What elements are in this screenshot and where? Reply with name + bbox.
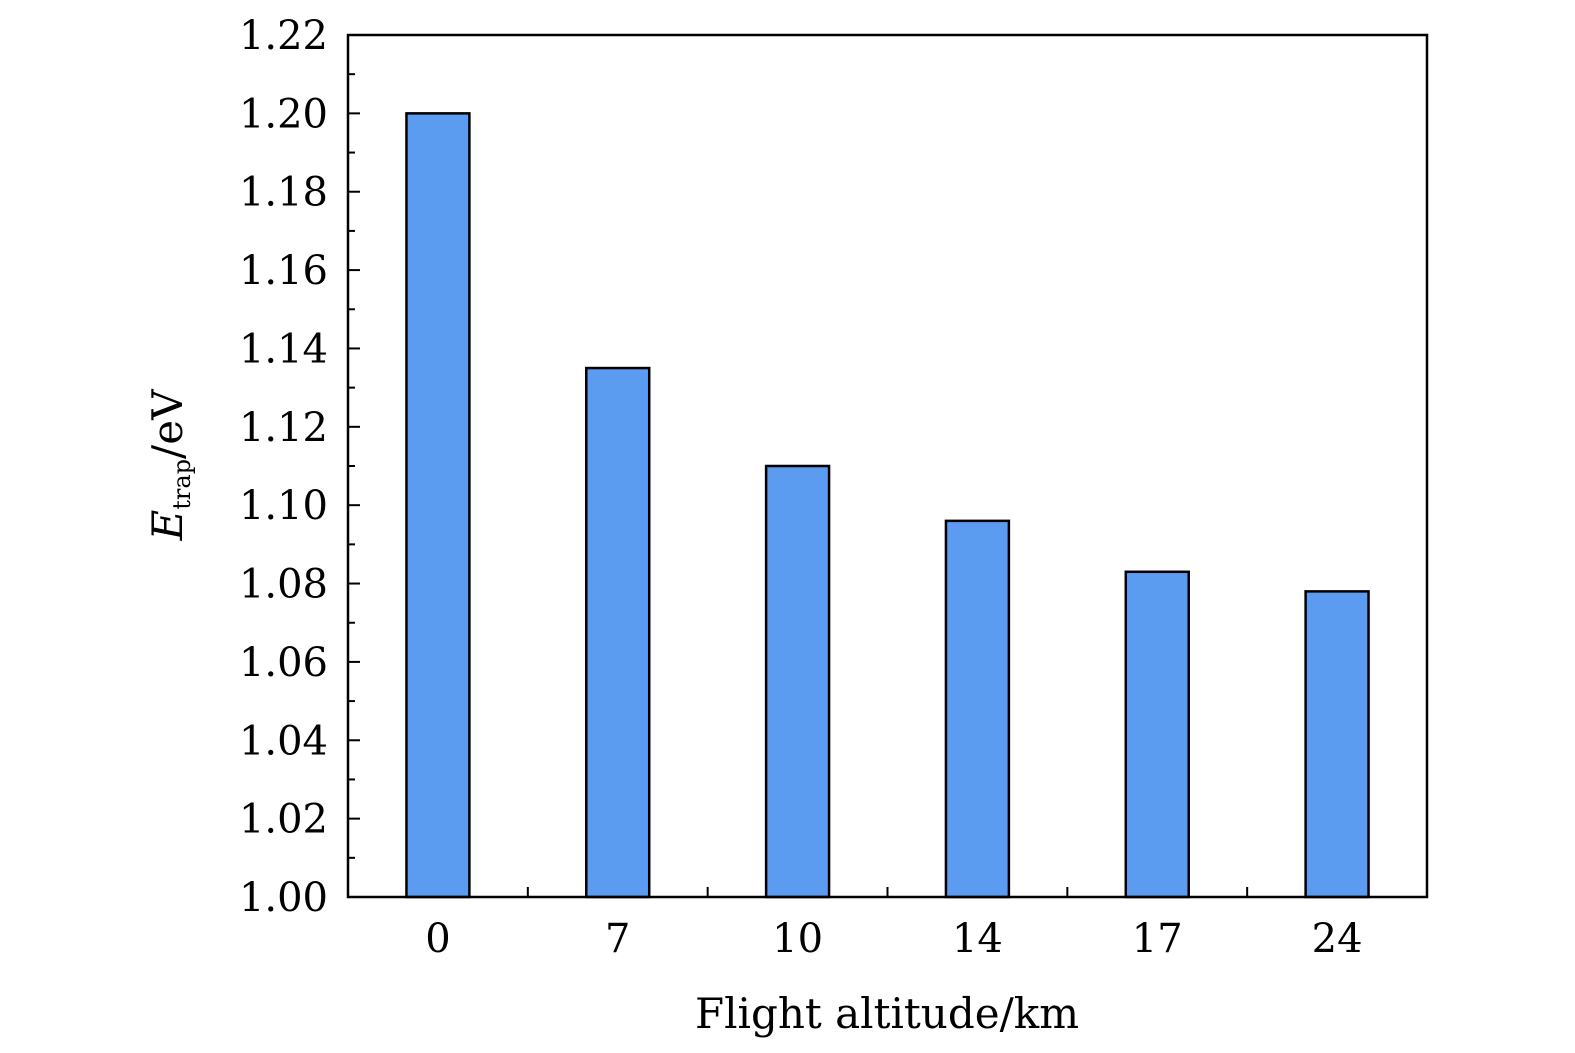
y-tick-label: 1.10 [239,483,328,529]
y-tick-label: 1.12 [239,405,328,451]
x-tick-label: 10 [772,916,823,962]
y-tick-label: 1.22 [239,13,328,59]
y-tick-label: 1.16 [239,248,328,294]
bar-10 [764,464,831,899]
bar-14 [944,519,1011,899]
bar-24 [1304,590,1370,899]
y-axis-unit: /eV [143,389,192,459]
bar-7 [585,366,651,899]
x-tick-labels: 0 7 10 14 17 24 [425,916,1362,962]
y-tick-label: 1.18 [239,170,328,216]
x-tick-label: 14 [952,916,1003,962]
x-axis-label: Flight altitude/km [695,989,1079,1038]
plot-frame [346,33,1429,899]
y-tick-label: 1.14 [239,326,328,372]
bar-0 [405,112,471,899]
y-axis-symbol: E [143,510,192,542]
x-tick-label: 0 [425,916,450,962]
x-tick-label: 7 [605,916,630,962]
bars-group [405,112,1370,899]
y-axis-subscript: trap [168,459,196,510]
y-tick-label: 1.04 [239,718,328,764]
axis-ticks [348,34,1249,898]
y-tick-label: 1.00 [239,875,328,921]
y-tick-label: 1.02 [239,797,328,843]
bar-17 [1124,570,1190,899]
y-tick-label: 1.06 [239,640,328,686]
y-tick-label: 1.08 [239,562,328,608]
x-tick-label: 24 [1312,916,1363,962]
x-tick-label: 17 [1132,916,1183,962]
y-tick-labels: 1.00 1.02 1.04 1.06 1.08 1.10 1.12 1.14 1.16 1.18… [239,13,328,921]
y-tick-label: 1.20 [239,91,328,137]
y-axis-label: Etrap/eV [143,389,196,541]
